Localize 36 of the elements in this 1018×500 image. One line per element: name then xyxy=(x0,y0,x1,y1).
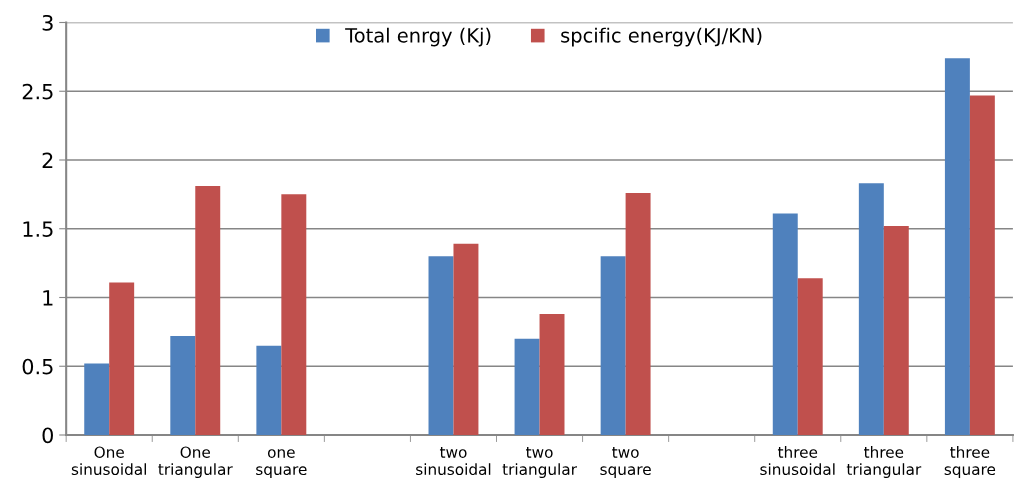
bar xyxy=(428,256,454,435)
x-tick-label: three square xyxy=(944,446,996,478)
x-tick-label: three triangular xyxy=(846,446,922,478)
y-tick-label: 1.5 xyxy=(23,221,53,237)
bar xyxy=(281,194,307,435)
bar xyxy=(625,193,651,435)
x-tick-label: two square xyxy=(600,446,651,478)
y-tick-label: 2.5 xyxy=(22,83,53,100)
x-tick-label: one square xyxy=(256,449,307,478)
y-tick-label: 0 xyxy=(42,427,53,444)
bar xyxy=(772,213,798,435)
bar xyxy=(170,336,196,435)
bar xyxy=(195,186,221,435)
y-tick-label: 0.5 xyxy=(22,358,53,375)
bar xyxy=(858,183,884,435)
bar xyxy=(256,345,282,435)
bar xyxy=(883,226,909,435)
bar xyxy=(969,95,995,435)
legend-label: Total enrgy (Kj) xyxy=(345,27,491,47)
y-tick-label: 3 xyxy=(42,14,53,31)
bar xyxy=(84,363,110,435)
bar xyxy=(944,58,970,435)
bar xyxy=(109,282,135,435)
bar xyxy=(453,243,479,435)
y-tick-label: 2 xyxy=(42,152,53,168)
x-tick-label: two triangular xyxy=(502,446,577,478)
bar xyxy=(514,338,540,435)
x-tick-label: One sinusoidal xyxy=(71,446,146,476)
x-tick-label: One triangular xyxy=(158,446,233,478)
legend-label: spcific energy(KJ/KN) xyxy=(561,27,762,47)
x-tick-label: three sinusoidal xyxy=(760,446,835,476)
x-tick-label: two sinusoidal xyxy=(416,446,491,476)
bar xyxy=(797,278,823,435)
y-tick-label: 1 xyxy=(43,290,53,306)
bar xyxy=(539,314,565,435)
bar xyxy=(600,256,626,435)
